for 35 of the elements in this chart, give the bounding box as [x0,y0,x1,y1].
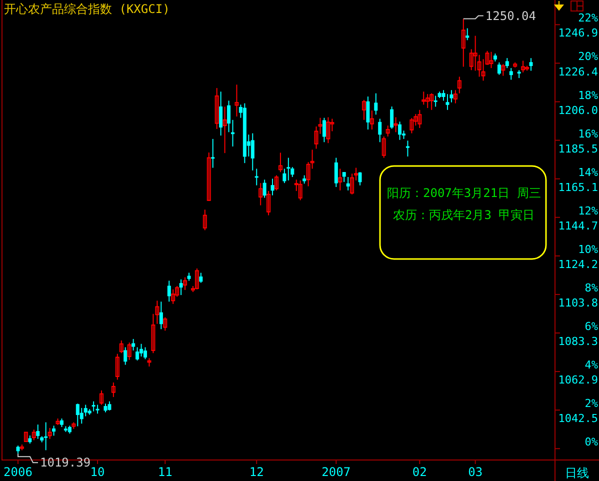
y-tick-label: 1144.7 [558,219,598,232]
y-tick-label: 1103.8 [558,296,598,310]
x-tick-label: 02 [412,465,427,479]
y2-tick-label: 20% [578,50,598,64]
x-tick-label: 2007 [322,465,351,479]
chart-title: 开心农产品综合指数 (KXGCI) [4,2,170,16]
x-tick-label: 03 [468,465,483,479]
y-tick-label: 1083.3 [558,335,598,348]
y2-tick-label: 6% [584,320,598,334]
y2-tick-label: 10% [578,242,598,256]
y2-tick-label: 16% [578,127,598,140]
text: 日线 [565,466,589,480]
y2-tick-label: 14% [578,166,598,179]
y2-tick-label: 8% [584,281,598,294]
y2-tick-label: 12% [578,204,598,218]
x-tick-label: 2006 [4,465,32,479]
y-tick-label: 1062.9 [558,374,598,387]
y2-tick-label: 22% [578,12,598,25]
annotation: 阳历：2007年3月21日 周三 [387,186,541,200]
annotation: 农历：丙戌年2月3 甲寅日 [393,208,535,222]
y2-tick-label: 0% [584,436,598,449]
x-tick-label: 12 [249,465,264,479]
y2-tick-label: 2% [584,397,598,410]
x-tick-label: 11 [158,465,172,479]
y-tick-label: 1246.9 [558,26,598,40]
y-tick-label: 1124.2 [558,258,598,272]
y-tick-label: 1165.1 [558,180,598,194]
y-tick-label: 1185.5 [558,142,598,156]
y2-tick-label: 18% [578,88,598,102]
y-tick-label: 1042.5 [558,412,598,426]
y-tick-label: 1226.4 [558,65,598,78]
y2-tick-label: 4% [584,358,598,372]
x-tick-label: 10 [90,465,105,479]
annotation: 1250.04 [485,8,536,23]
y-tick-label: 1206.0 [558,104,598,117]
